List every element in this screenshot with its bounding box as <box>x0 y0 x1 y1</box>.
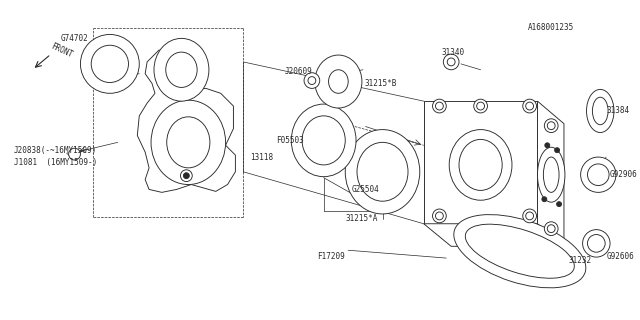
Text: G92906: G92906 <box>610 170 638 179</box>
Text: G74702: G74702 <box>61 34 88 43</box>
Ellipse shape <box>465 224 574 278</box>
Circle shape <box>588 235 605 252</box>
Circle shape <box>180 170 192 181</box>
Circle shape <box>580 157 616 192</box>
Circle shape <box>81 35 140 93</box>
Circle shape <box>92 45 129 83</box>
Ellipse shape <box>357 142 408 201</box>
Polygon shape <box>538 101 564 246</box>
Ellipse shape <box>593 97 608 125</box>
Circle shape <box>444 54 459 70</box>
Ellipse shape <box>328 70 348 93</box>
Text: G92606: G92606 <box>606 252 634 260</box>
Text: J20838(-~16MY1509): J20838(-~16MY1509) <box>13 146 97 155</box>
Circle shape <box>447 58 455 66</box>
Text: 13118: 13118 <box>250 153 273 162</box>
Circle shape <box>545 143 550 148</box>
Ellipse shape <box>543 157 559 192</box>
Circle shape <box>547 225 555 233</box>
Circle shape <box>435 102 444 110</box>
Circle shape <box>68 148 81 160</box>
Text: J1081  (16MY1509-): J1081 (16MY1509-) <box>13 158 97 167</box>
Circle shape <box>582 230 610 257</box>
Circle shape <box>433 209 446 223</box>
Text: 31215*B: 31215*B <box>365 79 397 88</box>
Text: F17209: F17209 <box>317 252 344 260</box>
Circle shape <box>525 212 534 220</box>
Circle shape <box>557 202 561 207</box>
Circle shape <box>545 222 558 236</box>
Ellipse shape <box>291 104 356 177</box>
Circle shape <box>474 99 488 113</box>
Circle shape <box>542 197 547 202</box>
Circle shape <box>547 122 555 130</box>
Text: J20609: J20609 <box>284 67 312 76</box>
Ellipse shape <box>586 89 614 132</box>
Circle shape <box>523 209 536 223</box>
Circle shape <box>184 173 189 179</box>
Circle shape <box>545 119 558 132</box>
Circle shape <box>304 73 320 88</box>
Ellipse shape <box>166 52 197 87</box>
Text: 31384: 31384 <box>606 107 629 116</box>
Circle shape <box>477 102 484 110</box>
Circle shape <box>433 99 446 113</box>
Text: G25504: G25504 <box>351 185 379 194</box>
Ellipse shape <box>538 147 565 202</box>
Text: 31215*A: 31215*A <box>345 214 378 223</box>
Polygon shape <box>424 224 564 246</box>
Ellipse shape <box>154 38 209 101</box>
Polygon shape <box>138 44 236 192</box>
Ellipse shape <box>302 116 345 165</box>
Circle shape <box>525 102 534 110</box>
Text: 31232: 31232 <box>569 256 592 265</box>
Text: 31340: 31340 <box>442 48 465 57</box>
Circle shape <box>588 164 609 186</box>
Ellipse shape <box>167 117 210 168</box>
Ellipse shape <box>315 55 362 108</box>
Ellipse shape <box>151 100 225 185</box>
Circle shape <box>523 99 536 113</box>
Circle shape <box>435 212 444 220</box>
Text: A168001235: A168001235 <box>527 23 574 32</box>
Ellipse shape <box>345 130 420 214</box>
Text: F05503: F05503 <box>276 136 305 145</box>
Polygon shape <box>424 101 538 224</box>
Circle shape <box>308 76 316 84</box>
Ellipse shape <box>449 130 512 200</box>
Ellipse shape <box>454 215 586 288</box>
Circle shape <box>555 148 559 153</box>
Text: FRONT: FRONT <box>49 41 74 59</box>
Ellipse shape <box>459 140 502 190</box>
